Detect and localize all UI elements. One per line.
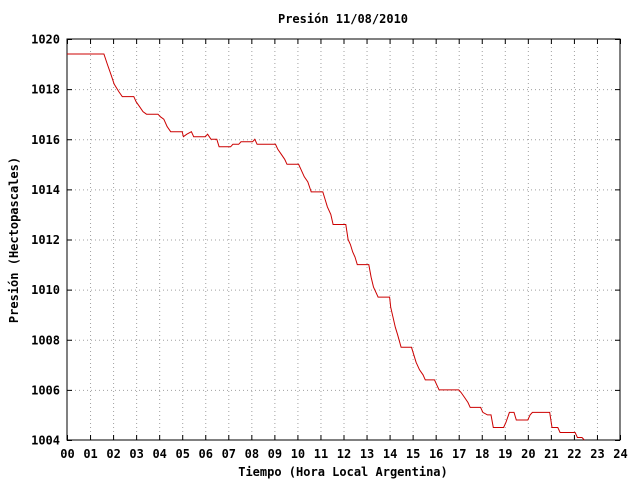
x-tick-label: 02: [106, 447, 120, 461]
x-tick-label: 01: [83, 447, 97, 461]
x-tick-label: 16: [429, 447, 443, 461]
y-tick-label: 1020: [31, 33, 60, 47]
x-tick-label: 10: [291, 447, 305, 461]
x-tick-label: 21: [544, 447, 558, 461]
x-tick-label: 11: [314, 447, 328, 461]
x-tick-label: 24: [613, 447, 627, 461]
x-tick-label: 08: [245, 447, 259, 461]
pressure-series-line: [67, 53, 585, 441]
x-tick-label: 09: [268, 447, 282, 461]
x-tick-label: 03: [129, 447, 143, 461]
x-tick-label: 19: [498, 447, 512, 461]
y-tick-label: 1014: [31, 183, 60, 197]
y-tick-label: 1018: [31, 83, 60, 97]
x-tick-label: 20: [521, 447, 535, 461]
x-axis-title: Tiempo (Hora Local Argentina): [238, 465, 448, 479]
chart-title: Presión 11/08/2010: [278, 12, 408, 26]
y-tick-label: 1006: [31, 383, 60, 397]
grid-lines: [67, 39, 620, 440]
x-tick-labels: 00 01 02 03 04 05 06 07 08 09 10 11 12 13 14 15 16 17 18 19…: [60, 447, 627, 461]
y-tick-labels: 1004 1006 1008 1010 1012 1014 1016 1018 1020: [31, 33, 60, 448]
x-tick-label: 07: [222, 447, 236, 461]
x-tick-label: 05: [175, 447, 189, 461]
x-tick-label: 13: [360, 447, 374, 461]
x-tick-label: 22: [567, 447, 581, 461]
x-tick-label: 06: [199, 447, 213, 461]
x-tick-label: 04: [152, 447, 166, 461]
x-tick-label: 23: [590, 447, 604, 461]
x-tick-label: 14: [383, 447, 397, 461]
y-axis-title: Presión (Hectopascales): [7, 157, 21, 323]
x-tick-label: 18: [475, 447, 489, 461]
axis-ticks: [67, 39, 621, 441]
x-tick-label: 17: [452, 447, 466, 461]
x-tick-label: 15: [406, 447, 420, 461]
y-tick-label: 1012: [31, 233, 60, 247]
y-tick-label: 1016: [31, 133, 60, 147]
y-tick-label: 1008: [31, 333, 60, 347]
y-tick-label: 1010: [31, 283, 60, 297]
x-tick-label: 00: [60, 447, 74, 461]
y-tick-label: 1004: [31, 434, 60, 448]
x-tick-label: 12: [337, 447, 351, 461]
